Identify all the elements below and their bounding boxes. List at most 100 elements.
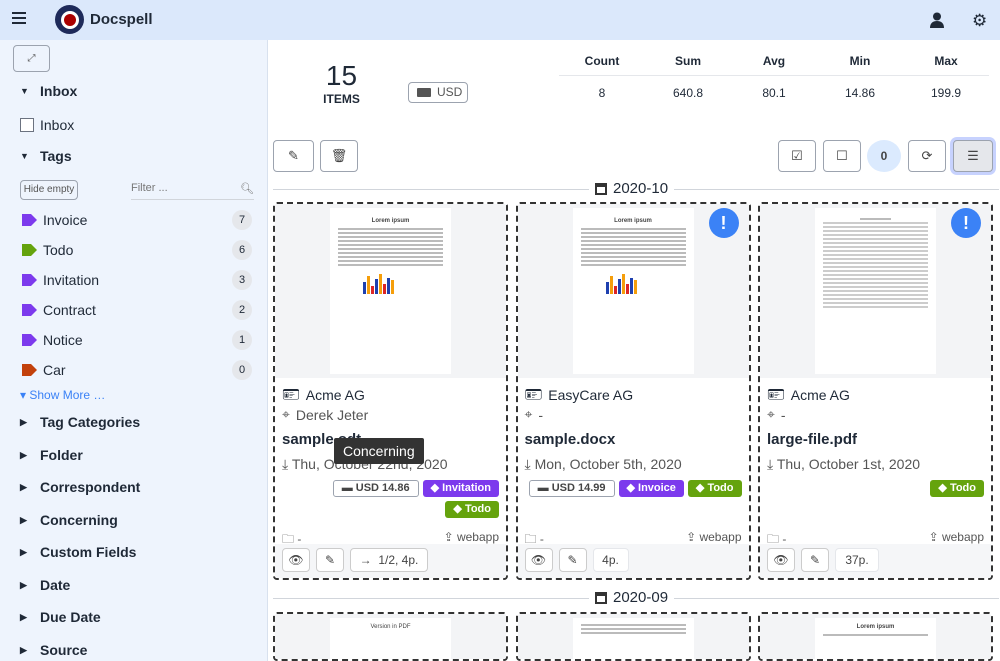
show-more-label: Show More … bbox=[29, 388, 106, 402]
expand-button[interactable]: ⤢ bbox=[13, 45, 50, 72]
section-collapsed[interactable]: ▶ Date bbox=[20, 577, 70, 594]
docspell-logo[interactable] bbox=[55, 5, 84, 34]
thumbnail-text: Version in PDF bbox=[370, 624, 411, 630]
money-icon bbox=[417, 88, 431, 97]
item-title[interactable]: large-file.pdf bbox=[767, 431, 858, 448]
item-card[interactable]: ! 🪪︎ Acme AG ⌖ - large-file.pdf ⤓ Thu, Oct… bbox=[758, 202, 993, 580]
count-number: 15 bbox=[325, 60, 358, 91]
caret-down-icon: ▼ bbox=[20, 86, 29, 96]
section-collapsed[interactable]: ▶ Source bbox=[20, 642, 87, 659]
select-all-button[interactable]: ☑ bbox=[778, 140, 816, 172]
tag-item[interactable]: Todo 6 bbox=[22, 240, 252, 260]
tag-count: 3 bbox=[232, 270, 252, 290]
attention-icon: ! bbox=[708, 208, 739, 238]
section-collapsed[interactable]: ▶ Custom Fields bbox=[20, 544, 136, 561]
item-thumbnail[interactable]: Lorem ipsum bbox=[517, 204, 749, 378]
tag-item[interactable]: Invoice 7 bbox=[22, 210, 252, 230]
caret-right-icon: ▶ bbox=[20, 514, 27, 525]
settings-icon[interactable]: ⚙ bbox=[972, 11, 988, 30]
item-thumbnail[interactable] bbox=[760, 204, 991, 378]
address-card-icon: 🪪︎ bbox=[282, 386, 300, 402]
inbox-checkbox-label[interactable]: Inbox bbox=[40, 117, 75, 133]
source: webapp bbox=[699, 530, 742, 544]
menu-icon[interactable] bbox=[12, 12, 26, 26]
month-header: 2020-10 bbox=[589, 180, 675, 197]
section-tags[interactable]: ▼ Tags bbox=[20, 148, 72, 165]
item-thumbnail[interactable]: Lorem ipsum bbox=[275, 204, 506, 378]
tag-count: 6 bbox=[232, 240, 252, 260]
tag-item[interactable]: Car 0 bbox=[22, 360, 252, 380]
sort-down-icon: ⤓ bbox=[767, 456, 777, 472]
selected-count-badge: 0 bbox=[867, 140, 901, 172]
tag-chip[interactable]: ◆ Invitation bbox=[422, 480, 499, 497]
preview-button[interactable]: 👁︎ bbox=[767, 548, 795, 572]
section-label: Tags bbox=[40, 148, 72, 164]
item-card[interactable] bbox=[516, 612, 751, 661]
caret-right-icon: ▶ bbox=[20, 449, 27, 460]
tag-item[interactable]: Contract 2 bbox=[22, 300, 252, 320]
calendar-icon bbox=[595, 182, 607, 195]
select-mode-button[interactable]: ☰ bbox=[953, 140, 993, 172]
tag-item[interactable]: Invitation 3 bbox=[22, 270, 252, 290]
month-header: 2020-09 bbox=[589, 589, 675, 606]
tag-chip[interactable]: ◆ Todo bbox=[445, 501, 499, 518]
section-label: Tag Categories bbox=[40, 414, 141, 430]
section-collapsed[interactable]: ▶ Correspondent bbox=[20, 479, 140, 496]
tag-chip[interactable]: ◆ Todo bbox=[930, 480, 984, 497]
caret-right-icon: ▶ bbox=[20, 612, 27, 622]
item-card[interactable]: Lorem ipsum ! 🪪︎ EasyCare AG ⌖ - sample.do… bbox=[515, 202, 751, 580]
items-count: 15 ITEMS bbox=[319, 60, 364, 106]
source: webapp bbox=[941, 530, 984, 544]
inbox-checkbox[interactable] bbox=[20, 118, 34, 132]
calendar-icon bbox=[595, 591, 607, 604]
app-title: Docspell bbox=[90, 11, 153, 28]
edit-item-button[interactable]: ✎ bbox=[801, 548, 829, 572]
tag-chip[interactable]: ◆ Invoice bbox=[618, 480, 684, 497]
concerning: - bbox=[780, 406, 786, 423]
item-card[interactable]: Version in PDF bbox=[273, 612, 508, 661]
tag-icon bbox=[22, 334, 37, 346]
preview-button[interactable]: 👁︎ bbox=[524, 548, 553, 572]
tag-count: 1 bbox=[232, 330, 252, 350]
preview-button[interactable]: 👁︎ bbox=[282, 548, 310, 572]
page-count: 4p. bbox=[592, 548, 629, 572]
tag-label: Notice bbox=[43, 332, 83, 348]
show-more-link[interactable]: ▾ Show More … bbox=[20, 388, 106, 402]
section-collapsed[interactable]: ▶ Concerning bbox=[20, 512, 118, 529]
reload-button[interactable]: ⟳ bbox=[908, 140, 946, 172]
section-label: Due Date bbox=[40, 609, 101, 625]
tag-item[interactable]: Notice 1 bbox=[22, 330, 252, 350]
section-inbox[interactable]: ▼ Inbox bbox=[20, 83, 77, 100]
stat-header: Count bbox=[584, 54, 620, 68]
item-title[interactable]: sample.docx bbox=[524, 431, 616, 448]
section-collapsed[interactable]: ▶ Tag Categories bbox=[20, 414, 140, 431]
delete-button[interactable]: 🗑︎ bbox=[320, 140, 358, 172]
user-icon[interactable] bbox=[930, 12, 944, 28]
select-none-button[interactable]: ☐ bbox=[823, 140, 861, 172]
section-collapsed[interactable]: ▶ Due Date bbox=[20, 609, 101, 626]
edit-item-button[interactable]: ✎ bbox=[316, 548, 344, 572]
section-collapsed[interactable]: ▶ Folder bbox=[20, 447, 83, 464]
section-label: Correspondent bbox=[40, 479, 141, 495]
hide-empty-button[interactable]: Hide empty bbox=[20, 180, 78, 200]
edit-item-button[interactable]: ✎ bbox=[558, 548, 587, 572]
stat-value: 80.1 bbox=[762, 86, 786, 100]
section-label: Concerning bbox=[40, 511, 118, 528]
item-card[interactable]: Lorem ipsum 🪪︎ Acme AG ⌖ Derek Jeter sampl… bbox=[273, 202, 508, 580]
stat-header: Avg bbox=[762, 54, 786, 68]
thumbnail-text: Lorem ipsum bbox=[371, 218, 410, 224]
filter-placeholder: Filter ... bbox=[131, 182, 168, 194]
tag-label: Car bbox=[43, 362, 66, 378]
sort-down-icon: ⤓ bbox=[524, 456, 535, 472]
edit-button[interactable]: ✎ bbox=[273, 140, 314, 172]
caret-down-icon: ▼ bbox=[20, 151, 29, 161]
item-date: Thu, October 1st, 2020 bbox=[776, 456, 921, 472]
section-label: Inbox bbox=[40, 83, 78, 99]
item-card[interactable]: Lorem ipsum bbox=[758, 612, 993, 661]
tag-filter-input[interactable]: Filter ... 🔍︎ bbox=[131, 182, 254, 200]
tag-chip[interactable]: ◆ Todo bbox=[687, 480, 742, 497]
crosshair-icon: ⌖ bbox=[282, 406, 290, 422]
next-page-button[interactable]: → 1/2, 4p. bbox=[350, 548, 428, 572]
concerning: - bbox=[538, 406, 544, 423]
section-label: Custom Fields bbox=[40, 544, 137, 560]
